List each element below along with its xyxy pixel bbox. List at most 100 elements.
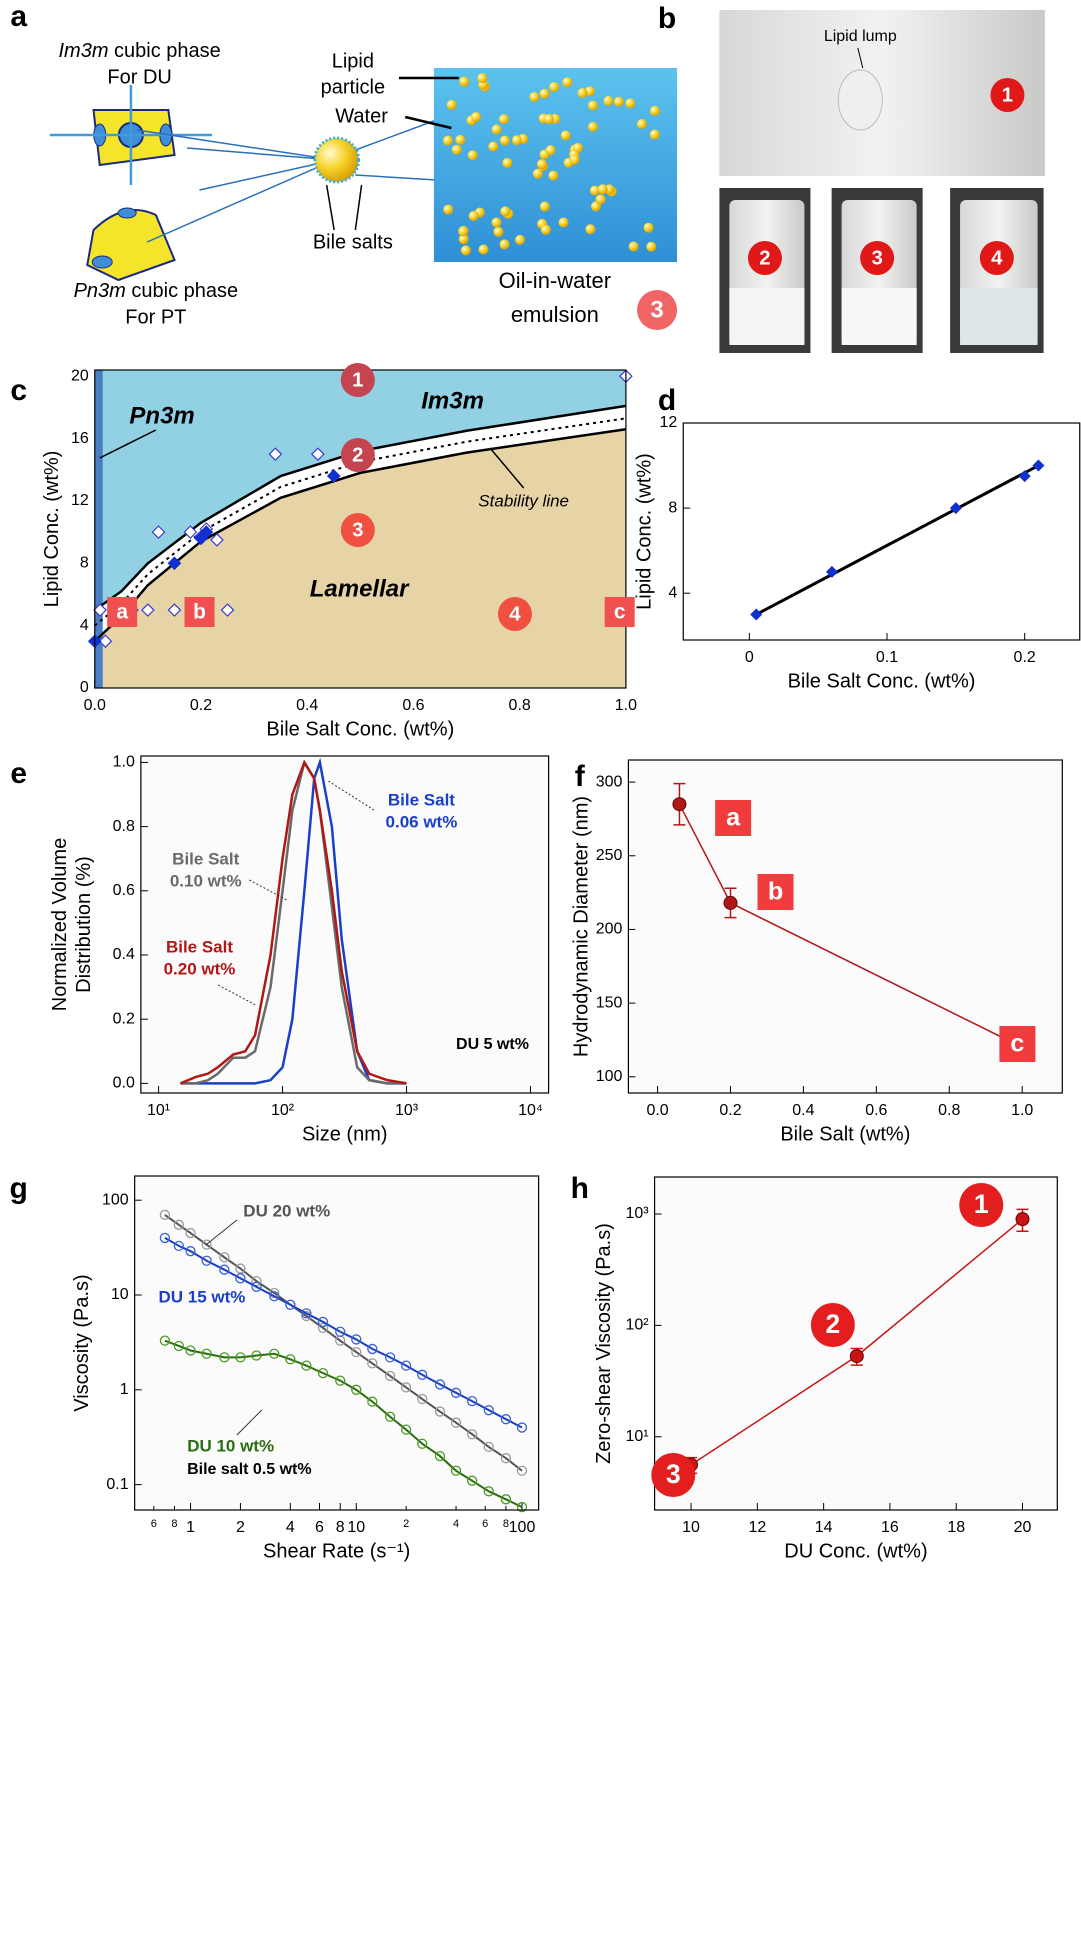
x-tick-label: 20: [1014, 1519, 1032, 1536]
liquid: [960, 288, 1038, 345]
data-point: [201, 1255, 212, 1266]
data-point: [251, 1281, 262, 1292]
y-axis-label: Viscosity (Pa.s): [71, 1274, 93, 1411]
x-axis-label: DU Conc. (wt%): [784, 1540, 927, 1562]
panel-letter: e: [10, 757, 27, 790]
data-point: [723, 895, 738, 910]
droplet: [500, 206, 511, 217]
x-tick-label: 8: [336, 1519, 345, 1536]
droplet: [491, 124, 502, 135]
label-rest: cubic phase: [126, 280, 238, 302]
x-tick-label: 2: [236, 1519, 245, 1536]
label: particle: [321, 76, 385, 98]
x-tick-label: 100: [509, 1519, 536, 1536]
data-point: [417, 1393, 428, 1405]
badge: [959, 1183, 1004, 1227]
data-point: [335, 1375, 346, 1386]
y-tick-label: 4: [80, 617, 89, 634]
y-tick-label: 1: [120, 1381, 129, 1398]
data-point: [173, 1240, 184, 1252]
droplet: [562, 77, 573, 88]
y-tick-label: 10³: [625, 1205, 649, 1222]
data-point: [466, 1475, 478, 1486]
y-axis-label: Lipid Conc. (wt%): [634, 453, 656, 610]
data-point: [1015, 1212, 1030, 1227]
sample-label: b: [193, 601, 206, 624]
data-point: [483, 1486, 494, 1497]
data-point: [317, 1322, 329, 1334]
x-tick-label: 1.0: [1011, 1102, 1033, 1119]
plot-frame: [134, 1175, 540, 1511]
x-tick-label: 14: [815, 1519, 833, 1536]
data-point: [251, 1276, 262, 1287]
sample-tag: [604, 597, 635, 627]
badge-label: 4: [509, 603, 521, 625]
x-tick-label: 1.0: [615, 697, 637, 714]
x-tick-label: 10³: [395, 1102, 419, 1119]
droplet: [467, 150, 478, 161]
data-point: [384, 1370, 396, 1382]
arrow: [325, 184, 335, 231]
label: emulsion: [511, 302, 599, 327]
arrow: [489, 447, 525, 489]
label: For DU: [107, 66, 171, 88]
x-tick-label: 0.6: [865, 1102, 887, 1119]
data-point: [516, 1501, 528, 1513]
droplet: [560, 130, 571, 141]
y-tick-label: 200: [596, 921, 623, 938]
fit-line: [755, 464, 1040, 616]
x-tick-label: 0.8: [509, 697, 531, 714]
data-point: [268, 447, 283, 462]
data-point: [173, 1340, 184, 1352]
droplet: [511, 135, 522, 146]
data-point: [367, 1396, 378, 1407]
droplet: [649, 105, 660, 116]
data-point: [219, 1352, 230, 1363]
data-point: [384, 1411, 396, 1422]
badge: [990, 78, 1025, 112]
data-point: [235, 1352, 246, 1363]
x-tick-label: 0.8: [938, 1102, 960, 1119]
connector: [355, 174, 437, 181]
data-point: [367, 1358, 378, 1369]
data-point: [317, 1316, 329, 1328]
x-tick-label: 0: [745, 649, 754, 666]
data-point: [750, 608, 763, 621]
badge: [497, 597, 532, 631]
droplet: [499, 239, 510, 250]
x-tick-label: 10: [347, 1519, 365, 1536]
data-point: [466, 1395, 478, 1407]
y-axis-label: Normalized Volume: [49, 838, 71, 1011]
panel-letter: a: [10, 0, 27, 33]
y-tick-label: 0.0: [113, 1075, 135, 1092]
x-tick-label: 10: [682, 1519, 700, 1536]
droplet: [491, 217, 502, 228]
x-axis-label: Bile Salt Conc. (wt%): [266, 718, 454, 740]
droplet: [643, 222, 654, 233]
label: Oil-in-water: [499, 268, 611, 293]
lipid-lump: [837, 69, 883, 131]
droplet: [589, 185, 600, 196]
label: Stability line: [478, 491, 569, 510]
y-axis-label: Zero-shear Viscosity (Pa.s): [593, 1223, 615, 1464]
label: Pn3m cubic phase: [74, 280, 239, 302]
data-point: [183, 525, 198, 539]
data-point: [167, 603, 182, 617]
data-point: [450, 1465, 462, 1476]
x-axis-label: Bile Salt Conc. (wt%): [788, 670, 976, 692]
data-point: [235, 1273, 246, 1284]
y-tick-label: 0.6: [113, 882, 135, 899]
badge: [340, 438, 375, 472]
sample-tag: [107, 597, 138, 627]
y-axis-label: Hydrodynamic Diameter (nm): [571, 796, 593, 1057]
droplet: [625, 98, 636, 109]
droplet: [460, 245, 471, 256]
arrow: [857, 47, 864, 69]
distribution-line: [180, 759, 407, 1085]
data-point: [269, 1348, 280, 1359]
badge: [340, 363, 375, 397]
data-point: [500, 1494, 512, 1505]
droplet: [498, 114, 509, 125]
y-tick-label: 8: [668, 499, 677, 516]
data-point: [434, 1379, 446, 1390]
